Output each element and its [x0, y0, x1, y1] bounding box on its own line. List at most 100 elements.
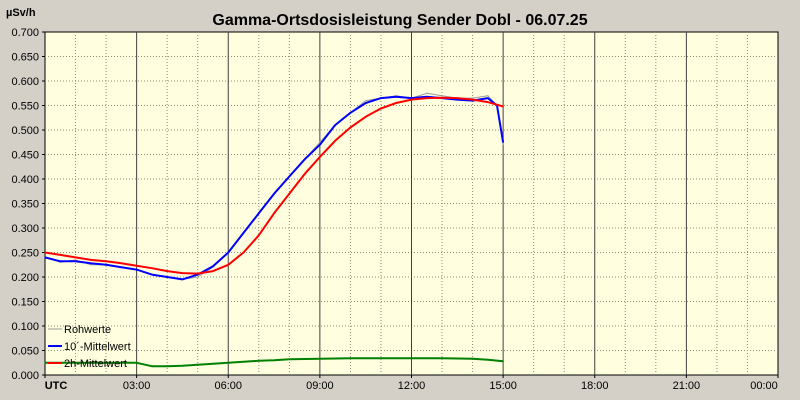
data-point — [120, 262, 122, 264]
legend-label: 2h-Mittelwert — [64, 358, 127, 370]
x-tick-label: UTC — [45, 380, 68, 392]
data-point — [166, 270, 168, 272]
data-point — [181, 278, 184, 281]
data-point — [151, 273, 153, 276]
y-tick-label: 0.200 — [11, 272, 39, 284]
data-point — [471, 99, 474, 101]
data-point — [410, 357, 413, 359]
x-tick-label: 21:00 — [673, 380, 701, 392]
data-point — [151, 267, 153, 269]
data-point — [136, 269, 138, 271]
data-point — [136, 265, 138, 267]
series-line-niederschlag — [45, 357, 504, 368]
data-point — [120, 266, 122, 268]
data-point — [456, 97, 458, 99]
data-point — [90, 259, 92, 261]
data-point — [471, 97, 474, 99]
data-point — [487, 95, 489, 97]
data-point — [441, 95, 443, 97]
data-point — [90, 264, 92, 266]
data-point — [426, 92, 428, 94]
data-point — [380, 97, 382, 99]
data-point — [74, 260, 77, 262]
x-tick-label: 06:00 — [214, 380, 242, 392]
data-point — [242, 361, 245, 363]
data-point — [487, 101, 489, 103]
data-point — [212, 363, 214, 365]
data-point — [288, 358, 290, 360]
data-point — [59, 254, 61, 256]
data-point — [319, 144, 321, 146]
legend-label: Rohwerte — [64, 324, 111, 336]
data-point — [334, 140, 336, 142]
y-tick-label: 0.450 — [11, 150, 39, 162]
data-point — [410, 99, 413, 101]
data-point — [426, 97, 428, 99]
data-point — [197, 272, 199, 275]
data-point — [59, 260, 61, 262]
data-point — [441, 97, 443, 99]
data-point — [151, 365, 153, 367]
y-tick-label: 0.700 — [11, 27, 39, 39]
data-point — [273, 212, 275, 214]
data-point — [502, 360, 504, 362]
data-point — [365, 116, 367, 118]
data-point — [380, 107, 382, 110]
data-point — [380, 357, 382, 359]
data-point — [181, 272, 184, 274]
legend-label: 10´-Mittelwert — [64, 341, 131, 353]
y-axis-unit: µSv/h — [6, 7, 36, 19]
data-point — [44, 251, 46, 254]
data-point — [273, 193, 275, 195]
data-point — [456, 99, 458, 101]
data-point — [166, 365, 168, 367]
data-point — [502, 141, 504, 143]
data-point — [502, 105, 504, 108]
x-tick-label: 12:00 — [398, 380, 426, 392]
data-point — [410, 97, 413, 99]
data-point — [288, 175, 290, 178]
data-point — [258, 212, 260, 214]
data-point — [212, 270, 214, 272]
data-point — [166, 276, 168, 278]
x-tick-label: 18:00 — [581, 380, 609, 392]
data-point — [487, 97, 489, 99]
data-point — [258, 234, 260, 236]
data-point — [242, 232, 245, 234]
y-tick-label: 0.650 — [11, 52, 39, 64]
axes: 0.000 0.050 0.100 0.150 0.200 0.250 0.300 0.350… — [11, 27, 779, 392]
y-tick-label: 0.400 — [11, 174, 39, 186]
data-point — [349, 126, 352, 129]
data-point — [471, 358, 474, 360]
y-tick-label: 0.300 — [11, 223, 39, 235]
data-point — [365, 100, 367, 102]
chart-title: Gamma-Ortsdosisleistung Sender Dobl - 06… — [212, 12, 587, 29]
data-point — [487, 359, 489, 361]
series-group — [44, 92, 505, 368]
data-point — [227, 264, 229, 266]
data-point — [441, 357, 443, 359]
data-point — [181, 365, 184, 367]
data-point — [502, 144, 504, 146]
data-point — [365, 102, 367, 104]
data-point — [242, 251, 245, 254]
data-point — [426, 96, 428, 98]
data-point — [197, 276, 199, 278]
legend: Rohwerte 10´-Mittelwert 2h-Mittelwert — [48, 324, 131, 370]
data-point — [227, 362, 229, 364]
x-tick-label: 03:00 — [123, 380, 151, 392]
x-tick-label: 09:00 — [306, 380, 334, 392]
y-tick-label: 0.100 — [11, 321, 39, 333]
data-point — [74, 259, 77, 261]
data-point — [227, 251, 229, 254]
data-point — [136, 362, 138, 364]
data-point — [105, 362, 107, 364]
y-tick-label: 0.350 — [11, 199, 39, 211]
data-point — [74, 362, 77, 364]
data-point — [74, 256, 77, 258]
data-point — [212, 265, 214, 267]
data-point — [334, 124, 336, 126]
y-tick-label: 0.550 — [11, 101, 39, 113]
data-point — [44, 362, 46, 364]
